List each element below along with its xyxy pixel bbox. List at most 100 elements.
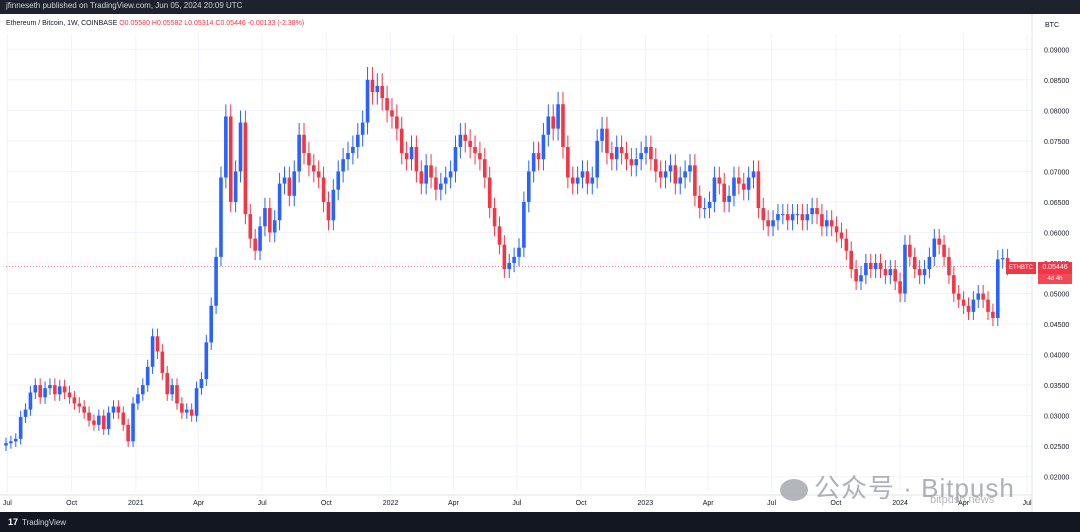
candle-body	[766, 220, 770, 227]
candle-body	[610, 153, 614, 160]
candle-body	[48, 385, 52, 389]
candle-body	[522, 201, 526, 248]
candle-body	[478, 153, 482, 160]
candle-body	[917, 269, 922, 276]
candle-body	[991, 311, 995, 318]
candle-body	[404, 153, 409, 160]
tradingview-logo[interactable]: 17 TradingView	[8, 517, 66, 527]
y-tick-label: 0.09000	[1044, 47, 1069, 54]
currency-label: BTC	[1045, 22, 1059, 29]
candle-body	[497, 226, 502, 245]
y-tick-label: 0.05000	[1044, 292, 1069, 299]
candle-body	[722, 183, 726, 202]
candle-body	[893, 269, 897, 282]
candle-body	[28, 392, 33, 410]
candle-body	[253, 238, 257, 251]
candle-body	[932, 238, 937, 257]
bar-countdown: 4d 4h	[1038, 274, 1072, 284]
candle-body	[97, 415, 101, 425]
candle-body	[790, 214, 795, 221]
y-tick-label: 0.06000	[1044, 230, 1069, 237]
publish-bar: jfinneseth published on TradingView.com,…	[0, 0, 1080, 14]
candle-body	[434, 177, 438, 190]
candle-body	[927, 256, 932, 270]
x-tick-label: Jul	[512, 500, 521, 507]
candle-body	[644, 146, 648, 154]
candle-body	[141, 385, 145, 395]
y-tick-label: 0.03000	[1044, 414, 1069, 421]
candle-body	[908, 244, 912, 257]
candle-body	[619, 146, 624, 154]
candle-body	[365, 79, 370, 123]
candle-body	[277, 183, 282, 221]
candle-body	[614, 146, 619, 160]
candle-body	[282, 177, 287, 184]
candle-body	[165, 372, 170, 395]
candle-body	[839, 232, 844, 239]
candle-body	[624, 153, 629, 160]
candle-body	[312, 165, 316, 172]
candlestick-chart[interactable]: 0.09000 0.08500 0.08000 0.07500 0.07000 0.065…	[0, 14, 1080, 512]
x-tick-label: Jul	[767, 500, 776, 507]
candle-body	[160, 351, 165, 373]
candle-body	[732, 177, 736, 196]
symbol-price-tag: ETHBTC	[1006, 262, 1036, 274]
candle-body	[737, 177, 741, 184]
candle-body	[820, 214, 824, 227]
candle-body	[43, 388, 47, 398]
candle-body	[395, 116, 399, 129]
y-tick-label: 0.02500	[1044, 444, 1069, 451]
logo-mark: 17	[8, 517, 19, 527]
candle-body	[414, 146, 419, 172]
candle-body	[937, 238, 941, 245]
candle-body	[712, 177, 717, 202]
candle-body	[238, 122, 243, 172]
candle-body	[487, 177, 492, 209]
candle-body	[849, 250, 854, 270]
watermark-text: 公众号 · Bitpush	[814, 473, 1015, 503]
candle-body	[751, 171, 756, 178]
candle-body	[463, 134, 468, 141]
candle-body	[771, 220, 775, 227]
candle-body	[561, 104, 565, 147]
candle-body	[302, 134, 306, 154]
candle-body	[224, 116, 228, 178]
candle-body	[351, 146, 355, 154]
candle-body	[585, 171, 590, 184]
candle-body	[228, 116, 233, 202]
candle-body	[825, 220, 829, 227]
candle-body	[385, 98, 389, 111]
candle-body	[483, 159, 487, 178]
candle-body	[189, 409, 194, 416]
candle-body	[976, 293, 981, 300]
symbol-legend[interactable]: Ethereum / Bitcoin, 1W, COINBASE O0.0558…	[6, 20, 304, 27]
publish-info: jfinneseth published on TradingView.com,…	[6, 1, 243, 10]
y-tick-label: 0.07500	[1044, 139, 1069, 146]
y-tick-label: 0.02000	[1044, 475, 1069, 482]
candle-body	[673, 165, 678, 184]
candle-body	[898, 281, 902, 294]
candle-body	[693, 165, 697, 196]
candle-body	[785, 214, 790, 221]
candle-body	[575, 177, 580, 184]
candle-body	[219, 177, 223, 257]
high-value: H0.05582	[151, 20, 183, 27]
current-price-tag: 0.05446	[1038, 262, 1072, 274]
candle-body	[287, 177, 292, 196]
candle-body	[443, 177, 448, 184]
candle-body	[292, 171, 297, 196]
candle-body	[380, 85, 384, 99]
candle-body	[375, 85, 380, 93]
candle-body	[551, 116, 555, 129]
candle-body	[864, 263, 868, 276]
candle-body	[77, 403, 82, 407]
candle-body	[126, 424, 130, 442]
candle-body	[72, 397, 77, 404]
candle-body	[531, 153, 536, 172]
candle-body	[370, 79, 375, 93]
candle-body	[424, 165, 428, 184]
candle-body	[9, 441, 13, 444]
candle-body	[854, 269, 858, 282]
watermark: 公众号 · Bitpush	[780, 468, 1015, 505]
